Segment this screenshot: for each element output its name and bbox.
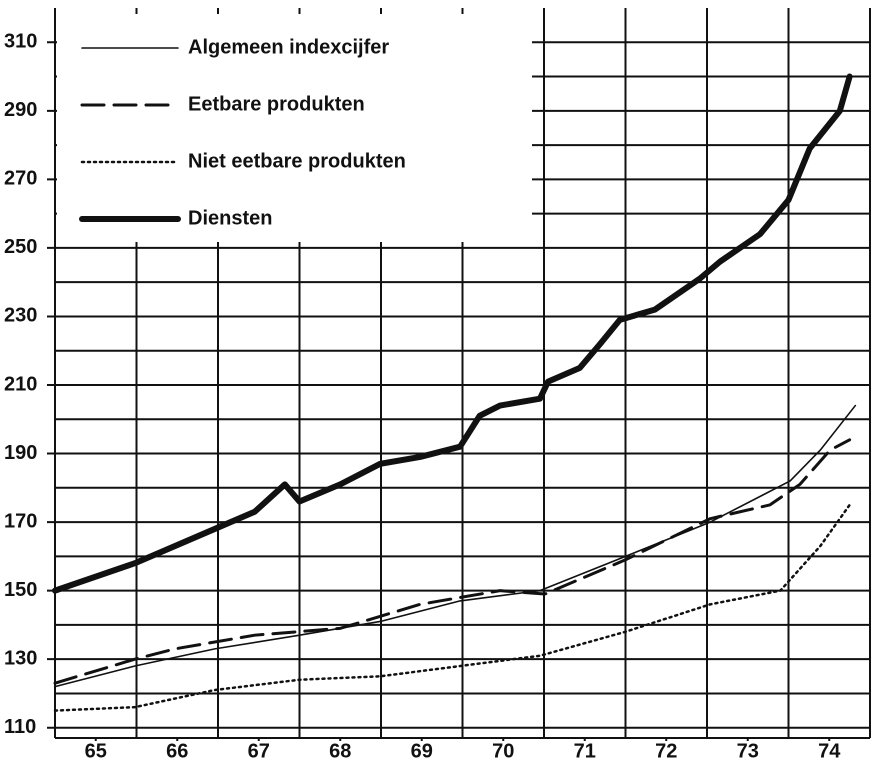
x-tick-label: 72 [655, 740, 677, 762]
y-tick-label: 210 [4, 373, 37, 395]
x-tick-label: 71 [574, 740, 596, 762]
series-line [52, 73, 853, 594]
y-tick-label: 130 [4, 647, 37, 669]
x-tick-label: 70 [492, 740, 514, 762]
x-tick-label: 68 [329, 740, 351, 762]
legend-box [57, 14, 532, 242]
series-line [54, 404, 857, 688]
x-tick-label: 66 [166, 740, 188, 762]
legend-label: Diensten [188, 207, 272, 229]
legend-label: Algemeen indexcijfer [188, 36, 389, 58]
x-tick-label: 69 [411, 740, 433, 762]
x-tick-label: 67 [248, 740, 270, 762]
y-tick-label: 170 [4, 510, 37, 532]
series-line [53, 438, 852, 685]
series-line [53, 503, 851, 712]
y-tick-label: 190 [4, 442, 37, 464]
y-tick-label: 230 [4, 305, 37, 327]
legend-label: Eetbare produkten [188, 93, 365, 115]
x-tick-label: 65 [85, 740, 107, 762]
y-tick-label: 150 [4, 579, 37, 601]
y-tick-label: 110 [4, 716, 36, 738]
x-tick-label: 73 [737, 740, 759, 762]
y-tick-label: 290 [4, 99, 37, 121]
y-tick-label: 270 [4, 168, 37, 190]
x-tick-label: 74 [818, 740, 841, 762]
legend-label: Niet eetbare produkten [188, 150, 406, 172]
y-tick-label: 310 [4, 31, 37, 53]
y-tick-label: 250 [4, 236, 37, 258]
